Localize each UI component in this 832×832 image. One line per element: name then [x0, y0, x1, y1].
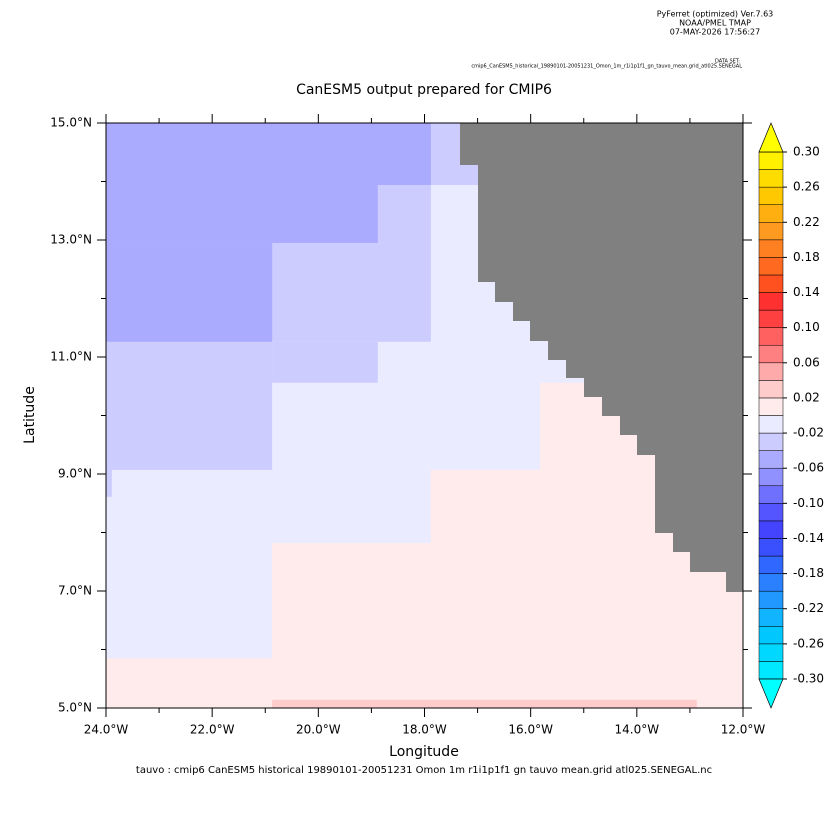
colorbar-band: [758, 344, 784, 364]
cell: [272, 543, 743, 708]
date: 07-MAY-2026 17:56:27: [670, 28, 760, 37]
colorbar-tick-label: 0.14: [793, 285, 820, 299]
colorbar-band: [758, 608, 784, 627]
colorbar-band: [758, 643, 784, 662]
y-tick-label: 9.0°N: [58, 467, 92, 481]
footer: tauvo : cmip6 CanESM5 historical 1989010…: [136, 765, 712, 776]
x-axis-label: Longitude: [389, 744, 459, 760]
colorbar-band: [758, 204, 784, 223]
cell: [106, 185, 378, 243]
colorbar-tick-label: 0.22: [793, 215, 820, 229]
y-tick-label: 11.0°N: [50, 350, 92, 364]
colorbar-band: [758, 327, 784, 346]
colorbar-band: [758, 362, 784, 381]
colorbar-band: [758, 380, 784, 399]
cell: [106, 242, 273, 342]
colorbar-tick-label: -0.10: [793, 496, 824, 510]
colorbar-tick-label: -0.26: [793, 636, 824, 650]
y-tick-label: 13.0°N: [50, 233, 92, 247]
colorbar-tick-label: 0.18: [793, 250, 820, 264]
colorbar-band: [758, 239, 784, 258]
colorbar-band: [758, 538, 784, 557]
y-axis-label: Latitude: [22, 386, 38, 444]
dataset: cmip6_CanESM5_historical_19890101-200512…: [471, 64, 742, 70]
colorbar-tick-label: 0.10: [793, 320, 820, 334]
x-tick-label: 18.0°W: [402, 723, 447, 737]
colorbar-band: [758, 661, 784, 680]
y-tick-label: 7.0°N: [58, 584, 92, 598]
colorbar-tick-label: -0.02: [793, 426, 824, 440]
dataset-label: DATA SET:: [715, 59, 740, 65]
colorbar-band: [758, 309, 784, 328]
colorbar-band: [758, 397, 784, 416]
colorbar-band: [758, 503, 784, 522]
colorbar-tick-label: -0.18: [793, 566, 824, 580]
y-tick-label: 5.0°N: [58, 701, 92, 715]
colorbar-band: [758, 415, 784, 434]
org: NOAA/PMEL TMAP: [679, 19, 751, 28]
colorbar-tick-label: -0.22: [793, 601, 824, 615]
colorbar-band: [758, 151, 784, 170]
colorbar-tick-label: 0.26: [793, 180, 820, 194]
colorbar-band: [758, 590, 784, 609]
x-tick-label: 20.0°W: [296, 723, 341, 737]
chart-title: CanESM5 output prepared for CMIP6: [296, 82, 552, 98]
cell: [106, 469, 112, 497]
x-tick-label: 14.0°W: [615, 723, 660, 737]
colorbar-band: [758, 450, 784, 469]
colorbar-band: [758, 432, 784, 451]
colorbar-tick-label: -0.14: [793, 531, 824, 545]
colorbar-tick-label: 0.02: [793, 390, 820, 404]
colorbar-band: [758, 520, 784, 539]
colorbar-band: [758, 555, 784, 574]
colorbar-under: [758, 678, 784, 709]
x-tick-label: 24.0°W: [84, 723, 129, 737]
land: [460, 123, 743, 592]
cells: [106, 123, 743, 708]
colorbar-band: [758, 169, 784, 188]
cell: [272, 699, 697, 708]
colorbar-band: [758, 274, 784, 293]
software: PyFerret (optimized) Ver.7.63: [657, 10, 774, 19]
x-tick-label: 16.0°W: [508, 723, 553, 737]
colorbar-tick-label: 0.30: [793, 145, 820, 159]
x-tick-label: 22.0°W: [190, 723, 235, 737]
colorbar-band: [758, 626, 784, 645]
colorbar-tick-label: -0.30: [793, 672, 824, 686]
colorbar-band: [758, 257, 784, 276]
cell: [106, 341, 273, 470]
colorbar-over: [758, 122, 784, 153]
colorbar-tick-label: 0.06: [793, 355, 820, 369]
cell: [106, 658, 273, 708]
colorbar-band: [758, 467, 784, 487]
x-tick-label: 12.0°W: [721, 723, 766, 737]
y-tick-label: 15.0°N: [50, 116, 92, 130]
cell: [106, 123, 431, 186]
colorbar-band: [758, 186, 784, 205]
colorbar-band: [758, 485, 784, 504]
cell: [272, 341, 378, 383]
colorbar-tick-label: -0.06: [793, 461, 824, 475]
colorbar-band: [758, 573, 784, 592]
colorbar-band: [758, 222, 784, 241]
colorbar-band: [758, 292, 784, 311]
